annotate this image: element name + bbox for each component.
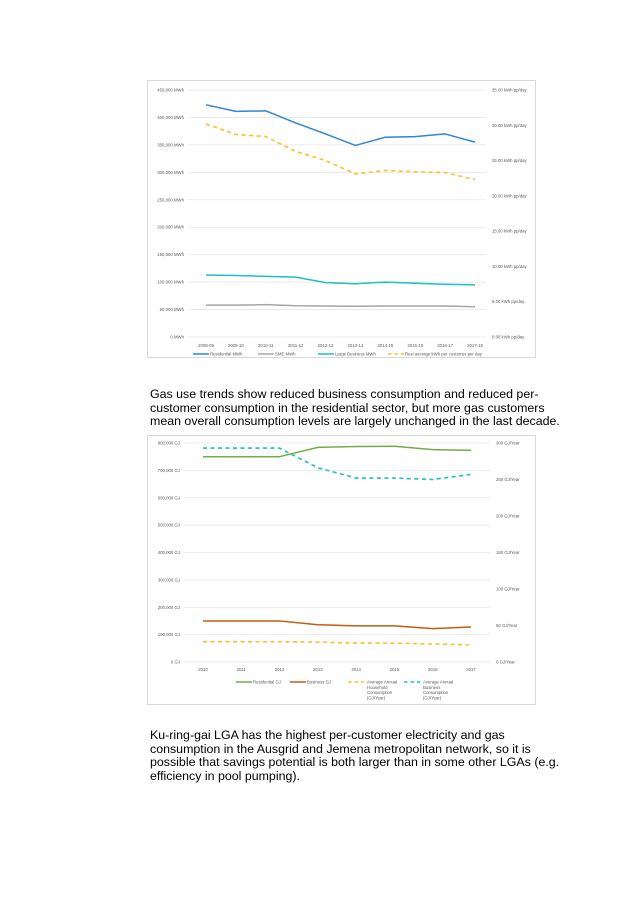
x-tick-label: 2012 bbox=[275, 667, 285, 672]
x-tick-label: 2017-18 bbox=[467, 343, 483, 348]
legend-label: SME MWh bbox=[275, 352, 296, 357]
y2-tick-label: 50 GJ/Year bbox=[496, 623, 518, 628]
y2-tick-label: 150 GJ/Year bbox=[496, 550, 520, 555]
x-tick-label: 2015 bbox=[390, 667, 400, 672]
y-tick-label: 50,000 MWh bbox=[160, 307, 185, 312]
y-tick-label: 450,000 MWh bbox=[157, 88, 184, 93]
x-tick-label: 2008-09 bbox=[198, 343, 214, 348]
x-tick-label: 2009-10 bbox=[228, 343, 244, 348]
y-tick-label: 250,000 MWh bbox=[157, 197, 184, 202]
y-tick-label: 500,000 GJ bbox=[158, 523, 180, 528]
text-line: possible that savings potential is both … bbox=[150, 755, 560, 770]
y2-tick-label: 300 GJ/Year bbox=[496, 441, 520, 446]
x-tick-label: 2011 bbox=[237, 667, 247, 672]
y-tick-label: 150,000 MWh bbox=[157, 252, 184, 257]
text-line: Gas use trends show reduced business con… bbox=[150, 387, 539, 401]
y-tick-label: 0 GJ bbox=[171, 660, 180, 665]
y-tick-label: 350,000 MWh bbox=[157, 142, 184, 147]
text-line: mean overall consumption levels are larg… bbox=[150, 414, 560, 429]
series-line-large-business-mwh bbox=[205, 274, 476, 286]
y2-tick-label: 5.00 kWh pp/day bbox=[492, 299, 525, 304]
text-line: Ku-ring-gai LGA has the highest per-cust… bbox=[150, 728, 505, 742]
text-line: consumption in the Ausgrid and Jemena me… bbox=[150, 741, 531, 756]
y2-tick-label: 25.00 kWh pp/day bbox=[492, 158, 527, 163]
gas-consumption-chart: 0 GJ 100,000 GJ 200,000 GJ 300,000 GJ 400,00… bbox=[147, 435, 536, 705]
x-tick-label: 2017 bbox=[466, 667, 476, 672]
y2-tick-label: 100 GJ/Year bbox=[496, 587, 520, 592]
y2-tick-label: 0 GJ/Year bbox=[496, 660, 516, 665]
y-tick-label: 100,000 MWh bbox=[157, 280, 184, 285]
y2-tick-label: 0.00 kWh pp/day bbox=[492, 335, 525, 340]
series-line-business-gj bbox=[203, 620, 472, 630]
x-tick-label: 2010 bbox=[198, 667, 208, 672]
x-tick-label: 2016-17 bbox=[437, 343, 453, 348]
x-tick-label: 2013-14 bbox=[348, 343, 364, 348]
series-line-average-annual-business-consumption-gj-year bbox=[203, 447, 472, 481]
y2-tick-label: 20.00 kWh pp/day bbox=[492, 193, 527, 198]
legend-label: Residential GJ bbox=[253, 680, 281, 685]
series-line-sme-mwh bbox=[206, 303, 476, 308]
y-tick-label: 300,000 GJ bbox=[158, 577, 180, 582]
legend-label: Residential MWh bbox=[210, 352, 243, 357]
x-tick-label: 2014-15 bbox=[377, 343, 393, 348]
gas-trends-paragraph: Gas use trends show reduced business con… bbox=[150, 387, 570, 429]
y-tick-label: 300,000 MWh bbox=[157, 170, 184, 175]
series-line-residential-gj bbox=[203, 445, 472, 458]
y-tick-label: 600,000 GJ bbox=[158, 495, 180, 500]
chart-svg: 0 MWh 50,000 MWh 100,000 MWh 150,000 MWh 200… bbox=[157, 88, 527, 357]
y2-tick-label: 200 GJ/Year bbox=[496, 514, 520, 519]
y-tick-label: 200,000 MWh bbox=[157, 225, 184, 230]
text-line: customer consumption in the residential … bbox=[150, 400, 545, 415]
electricity-consumption-chart: 0 MWh 50,000 MWh 100,000 MWh 150,000 MWh 200… bbox=[147, 80, 536, 358]
x-tick-label: 2014 bbox=[351, 667, 361, 672]
conclusion-paragraph: Ku-ring-gai LGA has the highest per-cust… bbox=[150, 728, 570, 783]
y-tick-label: 400,000 MWh bbox=[157, 115, 184, 120]
y2-tick-label: 250 GJ/Year bbox=[496, 477, 520, 482]
legend-label: Average Annual Household Consumption (GJ/Ye… bbox=[367, 680, 397, 701]
legend-label: Business GJ bbox=[307, 680, 331, 685]
chart-svg: 0 GJ 100,000 GJ 200,000 GJ 300,000 GJ 400,00… bbox=[158, 441, 521, 701]
series-line-resi-average-kwh-per-customer-per-day bbox=[205, 123, 476, 181]
x-tick-label: 2010-11 bbox=[258, 343, 274, 348]
y2-tick-label: 30.00 kWh pp/day bbox=[492, 123, 527, 128]
x-tick-label: 2015-16 bbox=[407, 343, 423, 348]
x-tick-label: 2013 bbox=[313, 667, 323, 672]
legend-label: Average Annual Business Consumption (GJ/Yea… bbox=[423, 680, 453, 701]
text-line: efficiency in pool pumping). bbox=[150, 768, 300, 783]
y-tick-label: 100,000 GJ bbox=[158, 632, 180, 637]
legend-label: Large Business MWh bbox=[335, 352, 376, 357]
y2-tick-label: 10.00 kWh pp/day bbox=[492, 264, 527, 269]
y-tick-label: 200,000 GJ bbox=[158, 605, 180, 610]
legend-label: Resi average kWh per customer per day bbox=[405, 352, 483, 357]
y2-tick-label: 15.00 kWh pp/day bbox=[492, 229, 527, 234]
y-tick-label: 800,000 GJ bbox=[158, 441, 180, 446]
series-line-residential-mwh bbox=[205, 104, 476, 147]
series-line-average-annual-household-consumption-gj-year bbox=[203, 640, 472, 646]
y-tick-label: 0 MWh bbox=[170, 335, 184, 340]
y2-tick-label: 35.00 kWh pp/day bbox=[492, 88, 527, 93]
y-tick-label: 700,000 GJ bbox=[158, 468, 180, 473]
x-tick-label: 2012-13 bbox=[318, 343, 334, 348]
y-tick-label: 400,000 GJ bbox=[158, 550, 180, 555]
x-tick-label: 2011-12 bbox=[288, 343, 304, 348]
x-tick-label: 2016 bbox=[428, 667, 438, 672]
